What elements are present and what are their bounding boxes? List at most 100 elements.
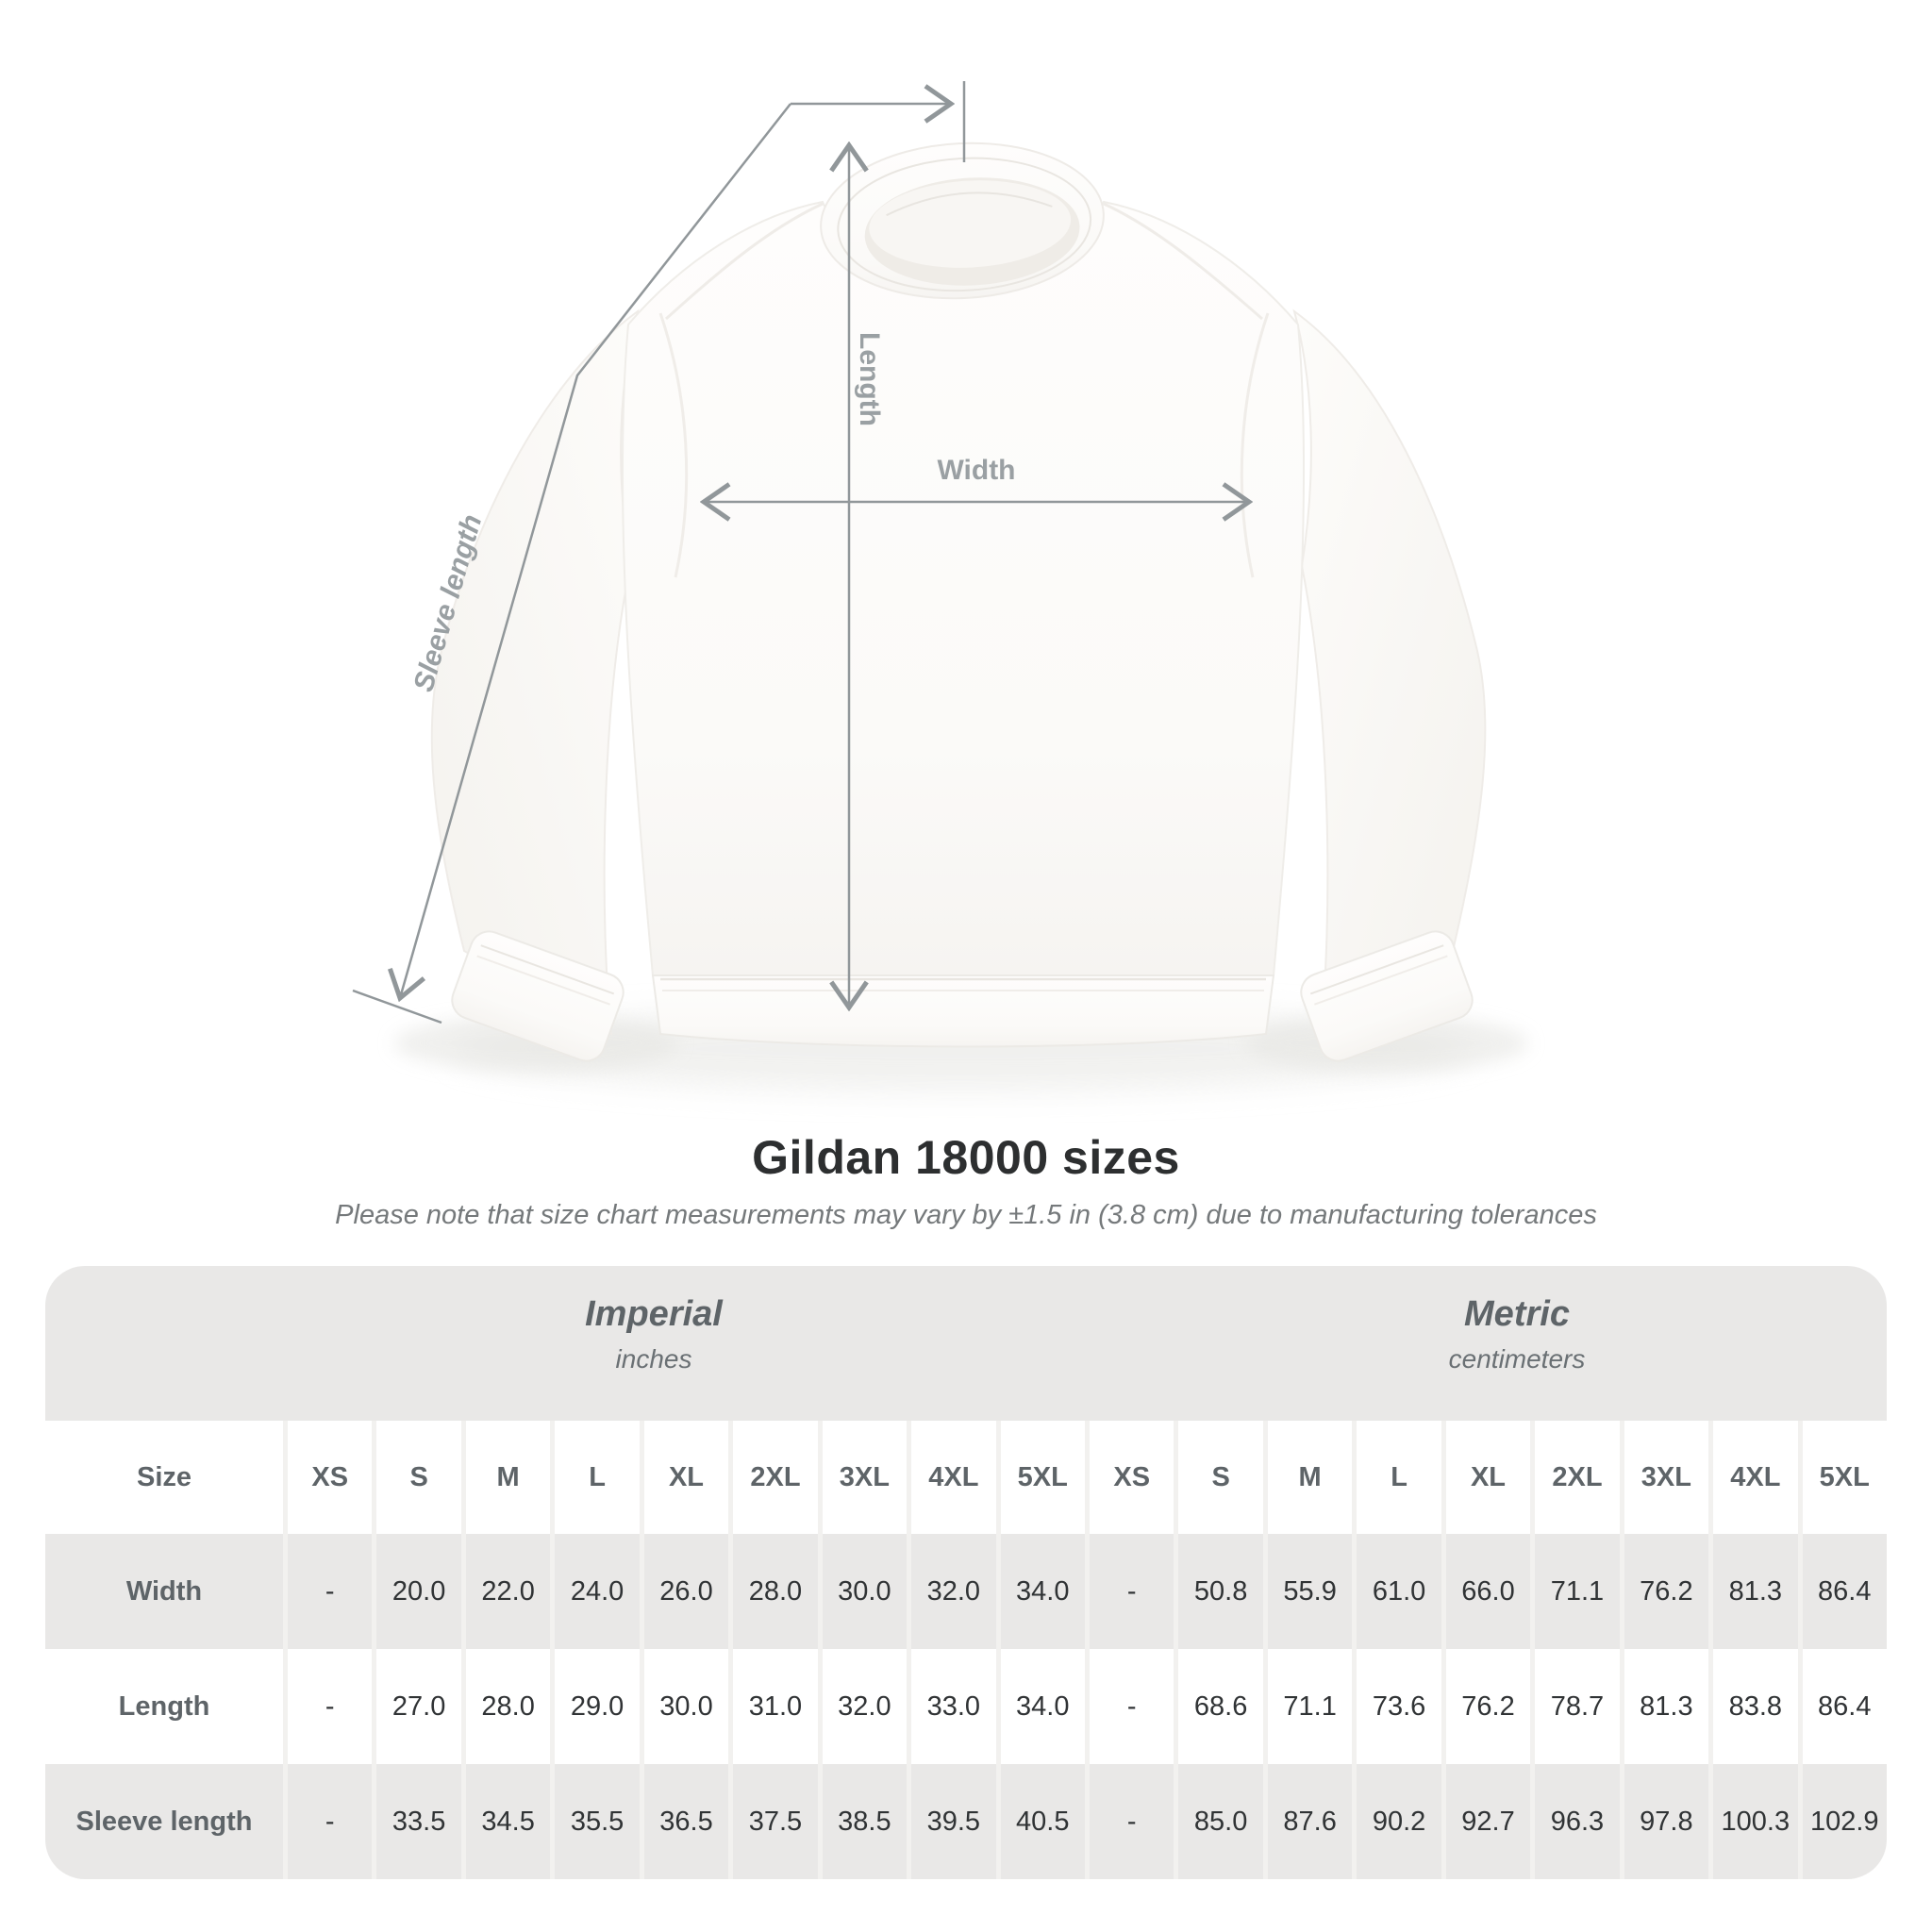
- width-value-cell: 32.0: [907, 1534, 996, 1649]
- size-corner-label: Size: [45, 1421, 283, 1534]
- size-header-cell: S: [1174, 1421, 1263, 1534]
- size-header-cell: 4XL: [907, 1421, 996, 1534]
- sleeve-value-cell: 33.5: [372, 1764, 461, 1879]
- size-header-cell: 2XL: [1530, 1421, 1620, 1534]
- size-header-cell: XS: [1084, 1421, 1174, 1534]
- sleeve-value-cell: 35.5: [550, 1764, 640, 1879]
- tolerance-note: Please note that size chart measurements…: [335, 1200, 1597, 1230]
- sleeve-length-line: [400, 103, 791, 998]
- sleeve-value-cell: 85.0: [1174, 1764, 1263, 1879]
- width-value-cell: 66.0: [1441, 1534, 1531, 1649]
- width-value-cell: 22.0: [460, 1534, 551, 1649]
- width-value-cell: 26.0: [639, 1534, 729, 1649]
- width-value-cell: 30.0: [817, 1534, 908, 1649]
- size-table: Imperial inches Metric centimeters Size …: [45, 1266, 1887, 1879]
- metric-sublabel: centimeters: [1448, 1344, 1586, 1374]
- sleeve-value-cell: -: [1084, 1764, 1174, 1879]
- length-value-cell: 86.4: [1797, 1649, 1887, 1764]
- length-value-cell: -: [283, 1649, 373, 1764]
- size-header-cell: 4XL: [1708, 1421, 1798, 1534]
- size-header-row: Size XS S M L XL 2XL 3XL 4XL 5XL XS S M L XL 2XL 3XL 4XL…: [45, 1421, 1887, 1534]
- width-value-cell: -: [283, 1534, 373, 1649]
- page-title: Gildan 18000 sizes: [752, 1131, 1180, 1184]
- length-value-cell: 71.1: [1262, 1649, 1353, 1764]
- size-header-cell: M: [460, 1421, 551, 1534]
- length-value-cell: 78.7: [1530, 1649, 1620, 1764]
- length-value-cell: 33.0: [907, 1649, 996, 1764]
- sleeve-value-cell: 40.5: [995, 1764, 1085, 1879]
- width-value-cell: 20.0: [372, 1534, 461, 1649]
- width-value-cell: 86.4: [1797, 1534, 1887, 1649]
- imperial-sublabel: inches: [615, 1344, 692, 1374]
- sleeve-value-cell: 34.5: [460, 1764, 551, 1879]
- length-value-cell: 32.0: [817, 1649, 908, 1764]
- sleeve-value-cell: 39.5: [907, 1764, 996, 1879]
- right-sleeve: [1292, 308, 1487, 1036]
- width-value-cell: 76.2: [1619, 1534, 1709, 1649]
- length-value-cell: 28.0: [460, 1649, 551, 1764]
- length-value-cell: 27.0: [372, 1649, 461, 1764]
- waistband: [651, 974, 1275, 1048]
- sweatshirt-body: [621, 200, 1306, 1048]
- width-value-cell: 61.0: [1352, 1534, 1441, 1649]
- width-row: Width -20.0 22.0 24.0 26.0 28.0 30.0 32.0 34.0-…: [45, 1534, 1887, 1649]
- sleeve-value-cell: 87.6: [1262, 1764, 1353, 1879]
- size-header-cell: XL: [1441, 1421, 1531, 1534]
- imperial-unit-group: Imperial inches: [465, 1266, 842, 1374]
- width-value-cell: 28.0: [728, 1534, 818, 1649]
- width-value-cell: 55.9: [1262, 1534, 1353, 1649]
- length-value-cell: 73.6: [1352, 1649, 1441, 1764]
- metric-unit-group: Metric centimeters: [1328, 1266, 1706, 1374]
- length-value-cell: 76.2: [1441, 1649, 1531, 1764]
- sweatshirt-sleeves: [430, 308, 1487, 1062]
- length-value-cell: 31.0: [728, 1649, 818, 1764]
- metric-label: Metric: [1464, 1294, 1570, 1334]
- sleeve-value-cell: 38.5: [817, 1764, 908, 1879]
- size-header-cell: 2XL: [728, 1421, 818, 1534]
- width-value-cell: 81.3: [1708, 1534, 1798, 1649]
- size-header-cell: 3XL: [1619, 1421, 1709, 1534]
- width-value-cell: 50.8: [1174, 1534, 1263, 1649]
- size-header-cell: L: [1352, 1421, 1441, 1534]
- sleeve-value-cell: 92.7: [1441, 1764, 1531, 1879]
- sleeve-length-row: Sleeve length -33.5 34.5 35.5 36.5 37.5 38.5 3…: [45, 1764, 1887, 1879]
- measurement-annotations: [352, 81, 1249, 1024]
- sleeve-value-cell: 96.3: [1530, 1764, 1620, 1879]
- width-label: Width: [937, 455, 1015, 486]
- length-value-cell: 68.6: [1174, 1649, 1263, 1764]
- left-cuff: [451, 930, 625, 1062]
- size-header-cell: XL: [639, 1421, 729, 1534]
- length-row: Length -27.0 28.0 29.0 30.0 31.0 32.0 33.0 34.0…: [45, 1649, 1887, 1764]
- right-cuff: [1300, 930, 1474, 1062]
- sleeve-value-cell: 90.2: [1352, 1764, 1441, 1879]
- size-header-cell: 3XL: [817, 1421, 908, 1534]
- imperial-label: Imperial: [585, 1294, 723, 1334]
- width-value-cell: 71.1: [1530, 1534, 1620, 1649]
- collar: [820, 142, 1105, 300]
- length-value-cell: -: [1084, 1649, 1174, 1764]
- size-header-cell: 5XL: [995, 1421, 1085, 1534]
- sleeve-row-label: Sleeve length: [45, 1764, 283, 1879]
- length-value-cell: 34.0: [995, 1649, 1085, 1764]
- length-value-cell: 83.8: [1708, 1649, 1798, 1764]
- sleeve-length-tick: [352, 989, 442, 1024]
- product-photo-sweatshirt: Length Width Sleeve length: [352, 81, 1528, 1091]
- length-label: Length: [854, 332, 885, 426]
- size-header-cell: M: [1262, 1421, 1353, 1534]
- width-value-cell: 34.0: [995, 1534, 1085, 1649]
- sleeve-value-cell: 97.8: [1619, 1764, 1709, 1879]
- length-value-cell: 30.0: [639, 1649, 729, 1764]
- sleeve-value-cell: 102.9: [1797, 1764, 1887, 1879]
- sleeve-value-cell: 100.3: [1708, 1764, 1798, 1879]
- length-value-cell: 29.0: [550, 1649, 640, 1764]
- width-row-label: Width: [45, 1534, 283, 1649]
- length-row-label: Length: [45, 1649, 283, 1764]
- width-value-cell: -: [1084, 1534, 1174, 1649]
- left-sleeve: [430, 308, 640, 1036]
- unit-header-band: Imperial inches Metric centimeters: [45, 1266, 1887, 1421]
- size-header-cell: XS: [283, 1421, 373, 1534]
- sleeve-value-cell: -: [283, 1764, 373, 1879]
- size-header-cell: S: [372, 1421, 461, 1534]
- sleeve-value-cell: 37.5: [728, 1764, 818, 1879]
